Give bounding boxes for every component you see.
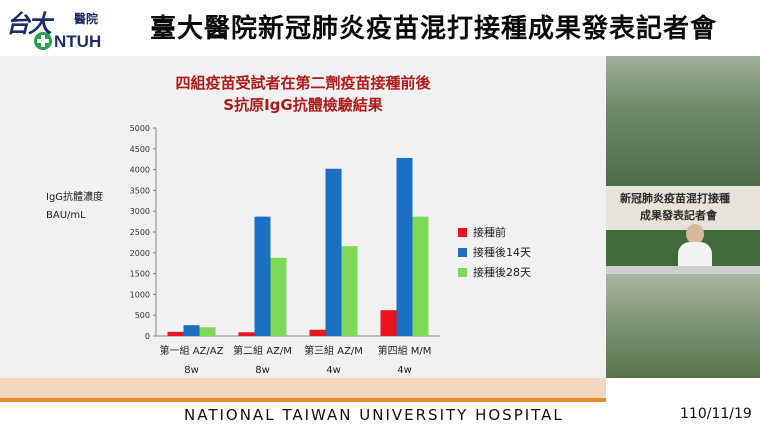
bar [238,332,255,336]
bar [254,216,271,336]
backdrop-line1: 新冠肺炎疫苗混打接種 [620,192,730,205]
x-tick-label-sub: 4w [397,365,412,376]
chart-legend: 接種前 接種後14天 接種後28天 [458,222,531,282]
legend-swatch [458,247,467,257]
y-tick-label: 2500 [130,228,150,237]
bar [270,257,287,336]
bar [341,246,358,336]
logo-ntuh-text: NTUH [54,32,102,51]
footer-date: 110/11/19 [680,406,752,422]
backdrop-text: 新冠肺炎疫苗混打接種 成果發表記者會 [620,190,760,224]
x-tick-label-sub: 8w [255,365,270,376]
y-tick-label: 4500 [130,145,150,154]
speaker-figure [678,224,712,272]
x-tick-label-sub: 4w [326,365,341,376]
video-feed-panel: 新冠肺炎疫苗混打接種 成果發表記者會 [606,56,760,378]
legend-swatch [458,227,467,237]
y-tick-label: 4000 [130,166,150,175]
y-tick-label: 1500 [130,270,150,279]
video-background-building [606,274,760,378]
presentation-slide: 0 500 1000 1500 2000 2500 3000 3500 4000 4500 5000… [0,56,606,378]
y-tick-label: 1000 [130,290,150,299]
bar [380,310,397,336]
page-title: 臺大醫院新冠肺炎疫苗混打接種成果發表記者會 [150,14,718,44]
y-axis-label-line2: BAU/mL [46,210,86,221]
speaker-head [686,224,704,244]
y-tick-label: 2000 [130,249,150,258]
x-tick-label: 第四組 M/M [378,344,432,357]
y-tick-label: 0 [145,332,150,341]
legend-item: 接種後14天 [458,242,531,262]
bar [325,168,342,336]
legend-item: 接種後28天 [458,262,531,282]
legend-swatch [458,267,467,277]
bar [412,216,429,336]
bar [167,331,184,336]
podium-desk [606,266,760,274]
chart-title-line1: 四組疫苗受試者在第二劑疫苗接種前後 [175,74,431,92]
footer-bar: NATIONAL TAIWAN UNIVERSITY HOSPITAL 110/… [0,402,760,426]
video-background-trees [606,56,760,186]
bar-chart: 0 500 1000 1500 2000 2500 3000 3500 4000 4500 5000… [130,124,440,376]
bar [183,325,200,336]
logo-hospital-text: 醫院 [74,12,99,26]
bar [309,329,326,336]
footer-hospital-name: NATIONAL TAIWAN UNIVERSITY HOSPITAL [184,406,564,424]
y-tick-label: 5000 [130,124,150,133]
y-tick-label: 500 [135,311,150,320]
legend-label: 接種前 [473,226,506,239]
ntuh-logo: 台大 醫院 NTUH [4,4,122,51]
x-tick-label: 第三組 AZ/M [304,344,363,357]
x-tick-label-sub: 8w [184,365,199,376]
y-tick-label: 3000 [130,207,150,216]
bar [396,157,413,336]
legend-item: 接種前 [458,222,531,242]
backdrop-line2: 成果發表記者會 [640,209,717,222]
header-bar: 台大 醫院 NTUH 臺大醫院新冠肺炎疫苗混打接種成果發表記者會 [0,0,760,54]
y-axis-label-line1: IgG抗體濃度 [46,192,104,203]
legend-label: 接種後28天 [473,266,531,279]
chart-title-line2: S抗原IgG抗體檢驗結果 [223,96,383,114]
slide-footer-stripe [0,398,606,402]
press-backdrop: 新冠肺炎疫苗混打接種 成果發表記者會 [606,186,760,272]
y-tick-label: 3500 [130,186,150,195]
medical-cross-icon [34,32,52,50]
x-tick-label: 第二組 AZ/M [233,344,292,357]
legend-label: 接種後14天 [473,246,531,259]
bar [199,327,216,336]
x-tick-label: 第一組 AZ/AZ [160,344,224,357]
